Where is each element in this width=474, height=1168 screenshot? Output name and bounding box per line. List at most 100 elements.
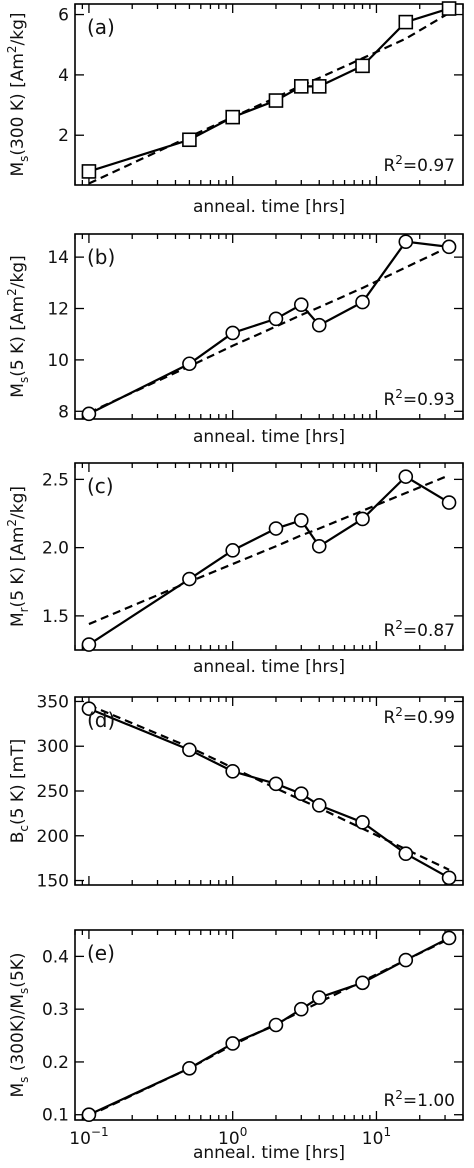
x-axis-label: anneal. time [hrs] xyxy=(193,197,345,217)
data-point xyxy=(355,511,370,527)
data-point xyxy=(293,1001,309,1017)
r-squared-label: R2=0.97 xyxy=(383,153,455,176)
y-tick-label: 4 xyxy=(58,66,69,86)
data-point xyxy=(225,764,240,779)
panel-4: 150 200 250 300 350 (d) R2=0.99 Bc(5 K) [mT] xyxy=(8,692,464,892)
plot-frame xyxy=(74,462,464,651)
y-tick-label: 12 xyxy=(47,300,69,320)
panel-label: (b) xyxy=(87,245,115,269)
data-point xyxy=(182,742,197,758)
x-axis-label: anneal. time [hrs] xyxy=(193,657,345,677)
panel-label: (d) xyxy=(87,708,115,732)
data-point xyxy=(398,846,414,861)
data-point xyxy=(225,543,240,558)
y-tick-label: 1.5 xyxy=(42,607,69,627)
data-point xyxy=(268,1017,284,1033)
data-point xyxy=(311,798,327,813)
data-point xyxy=(182,356,197,372)
y-tick-label: 2.0 xyxy=(42,539,69,559)
data-point xyxy=(268,93,284,108)
y-axis-label: Ms (300K)/Ms(5K) xyxy=(8,952,31,1097)
y-tick-label: 0.2 xyxy=(42,1053,69,1073)
x-axis-label: anneal. time [hrs] xyxy=(193,1143,345,1163)
x-tick-label: 101 xyxy=(362,1125,391,1149)
panel-label: (e) xyxy=(87,941,115,965)
y-tick-label: 350 xyxy=(37,692,69,712)
r-squared-label: R2=0.87 xyxy=(383,618,455,641)
panel-label: (a) xyxy=(87,15,115,39)
data-point xyxy=(182,132,197,148)
data-point xyxy=(355,975,370,991)
panel-2: 8 10 12 14 (b) R2=0.93 Ms(5 K) [Am2/kg] anneal.… xyxy=(5,233,464,447)
r-squared-label: R2=0.99 xyxy=(383,705,455,728)
panel-1: 2 4 6 (a) R2=0.97 Ms(300 K) [Am2/kg] anneal. t… xyxy=(5,1,464,217)
plot-frame xyxy=(74,233,464,420)
fit-line xyxy=(88,12,450,185)
y-tick-label: 250 xyxy=(37,782,69,802)
data-point xyxy=(81,637,97,652)
data-point xyxy=(355,58,370,74)
fit-line xyxy=(88,704,450,871)
x-tick-label: 100 xyxy=(218,1125,247,1149)
data-point xyxy=(441,239,457,255)
fit-line xyxy=(88,474,450,626)
data-point xyxy=(182,571,197,587)
r-squared-label: R2=0.93 xyxy=(383,387,455,410)
data-line xyxy=(88,707,450,879)
data-point xyxy=(268,311,284,327)
data-point xyxy=(81,164,97,179)
data-point xyxy=(268,521,284,536)
data-point xyxy=(293,513,309,528)
y-tick-label: 0.4 xyxy=(42,947,69,967)
y-tick-label: 150 xyxy=(37,872,69,892)
data-point xyxy=(311,317,327,333)
plot-frame xyxy=(74,3,464,186)
data-point xyxy=(398,469,414,484)
plot-frame xyxy=(74,929,464,1121)
panel-5: 0.1 0.2 0.3 0.4 10−1 100 101 (e) R2=1.00 Ms (300K… xyxy=(8,929,464,1163)
data-point xyxy=(355,815,370,830)
data-point xyxy=(81,406,97,422)
y-tick-label: 0.3 xyxy=(42,1000,69,1020)
x-axis-label: anneal. time [hrs] xyxy=(193,427,345,447)
y-tick-label: 8 xyxy=(58,402,69,422)
data-point xyxy=(293,79,309,94)
y-axis-label: Bc(5 K) [mT] xyxy=(8,739,31,844)
y-tick-label: 0.1 xyxy=(42,1106,69,1126)
data-point xyxy=(81,1107,97,1123)
y-tick-label: 6 xyxy=(58,6,69,26)
data-point xyxy=(225,109,240,125)
panel-label: (c) xyxy=(87,474,114,498)
data-point xyxy=(355,294,370,310)
panel-3: 1.5 2.0 2.5 (c) R2=0.87 Mr(5 K) [Am2/kg] annea… xyxy=(5,462,464,677)
y-axis-label: Ms(300 K) [Am2/kg] xyxy=(5,12,31,176)
y-tick-label: 2 xyxy=(58,126,69,146)
x-tick-label: 10−1 xyxy=(69,1125,108,1149)
data-point xyxy=(311,538,327,554)
data-point xyxy=(81,701,97,716)
data-line xyxy=(88,7,450,173)
data-point xyxy=(441,870,457,886)
y-tick-label: 300 xyxy=(37,737,69,757)
data-point xyxy=(441,495,457,510)
data-point xyxy=(398,952,414,968)
data-point xyxy=(398,234,414,250)
y-tick-label: 10 xyxy=(47,351,69,371)
y-axis-label: Mr(5 K) [Am2/kg] xyxy=(5,486,31,627)
data-point xyxy=(311,79,327,94)
y-axis-label: Ms(5 K) [Am2/kg] xyxy=(5,255,31,397)
data-point xyxy=(441,1,457,16)
data-point xyxy=(311,990,327,1005)
data-point xyxy=(293,297,309,312)
y-tick-label: 200 xyxy=(37,827,69,847)
data-point xyxy=(293,786,309,801)
data-point xyxy=(268,776,284,792)
y-tick-label: 14 xyxy=(47,248,69,268)
y-tick-label: 2.5 xyxy=(42,470,69,490)
data-point xyxy=(182,1060,197,1076)
data-point xyxy=(225,325,240,341)
data-point xyxy=(225,1036,240,1051)
fit-line xyxy=(88,245,450,414)
data-point xyxy=(398,14,414,30)
